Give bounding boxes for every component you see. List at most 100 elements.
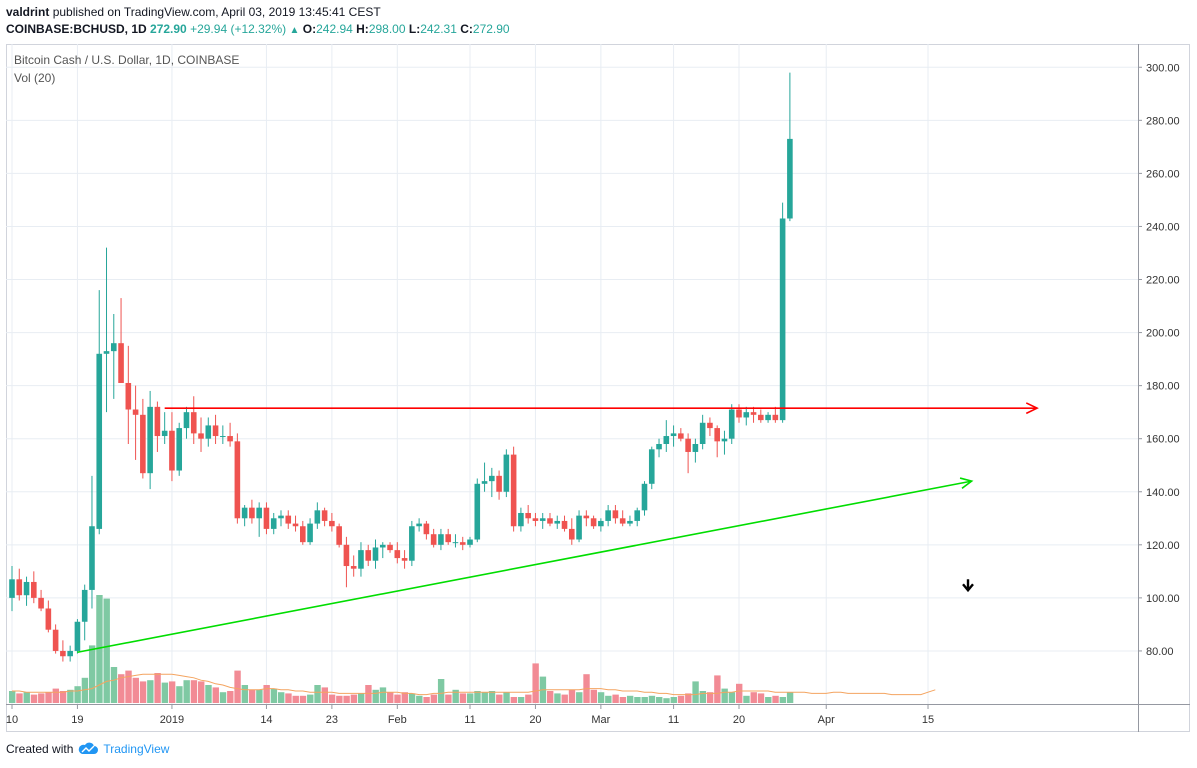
candle [103,247,110,413]
candle-body [598,520,604,527]
candle [249,499,255,524]
candle-body [728,409,735,439]
candle-body [205,425,212,439]
price-chart[interactable]: 80.00 100.00 120.00 140.00 160.00 180.00 200.0… [6,44,1190,732]
volume-bar [619,697,627,703]
candle [169,412,175,482]
candle-body [605,510,611,521]
candle [605,505,611,527]
candle [779,202,786,423]
volume-bar [626,695,634,703]
candlesticks[interactable] [9,72,793,662]
volume-bar [219,692,227,703]
time-tick-label: 19 [71,714,83,726]
candle [670,425,677,447]
publisher-name[interactable]: valdrint [6,5,50,19]
last-price: 272.90 [150,22,187,36]
volume-bar [750,692,757,703]
candle [459,536,466,551]
volume-bar [52,688,60,703]
candle-body [627,520,633,524]
candle-body [343,544,350,567]
trendline-annotations[interactable] [77,402,1039,654]
volume-bar [692,681,699,703]
volume-bar [663,698,670,703]
candle [750,406,757,423]
published-text: published on TradingView.com, April 03, … [52,5,381,19]
candle [379,542,386,559]
candle [583,510,590,527]
candle-body [140,414,146,474]
time-axis[interactable]: 10 19 2019 14 23 Feb 11 20 Mar 11 20 Apr 15 [6,704,934,726]
candle-body [452,542,459,544]
candle-body [292,523,299,527]
candle-body [256,507,262,519]
candle [81,584,88,641]
publish-info: valdrint published on TradingView.com, A… [6,5,381,19]
volume-bar [248,689,256,703]
volume-bar [110,667,118,703]
time-tick-label: 15 [922,714,934,726]
candle-body [321,510,328,521]
candle-body [634,510,641,521]
candle-body [779,218,786,421]
candle-body [692,444,699,452]
candle [401,550,408,569]
candle [416,518,422,532]
candle-body [103,351,110,354]
volume-bar [445,694,452,703]
candle [234,433,241,524]
candle [409,520,415,567]
volume-bar [452,689,459,703]
candle [89,475,95,609]
volume-bar [736,683,743,703]
high-label: H: [356,22,369,36]
time-tick-label: 20 [733,714,745,726]
arrow-head [1025,402,1039,415]
candle [154,401,161,452]
candle [9,566,15,612]
price-axis[interactable]: 80.00 100.00 120.00 140.00 160.00 180.00 200.0… [1138,62,1180,658]
candle-body [656,444,662,450]
volume-bar [321,687,329,703]
volume-bar [125,670,132,703]
candle-body [285,515,292,524]
volume-bar [772,695,779,703]
chart-area[interactable]: 80.00 100.00 120.00 140.00 160.00 180.00 200.0… [6,44,1190,732]
candle-body [118,343,124,383]
volume-bar [241,685,249,703]
ohlc-line: COINBASE:BCHUSD, 1D 272.90 +29.94 (+12.3… [6,22,510,36]
candle [503,449,510,498]
volume-bar [59,691,67,703]
volume-bar [743,695,750,703]
candle [489,467,495,498]
candle [554,515,561,529]
candle-body [38,597,44,609]
time-tick-label: 11 [668,714,679,726]
candle-body [263,507,270,529]
time-tick-label: Mar [591,714,610,726]
candle-body [576,515,582,540]
volume-bar [605,695,612,703]
low-value: 242.31 [420,22,457,36]
volume-bar [183,680,190,703]
candle-body [387,544,393,551]
volume-bar [38,693,45,703]
candle-body [670,433,677,437]
candle-body [278,515,284,519]
volume-bar [503,692,510,703]
candle-body [176,428,183,471]
candle [118,298,124,383]
volume-bar [387,692,394,703]
volume-bar [474,691,481,703]
candle-body [81,589,88,622]
candle [300,520,306,545]
tradingview-logo-text[interactable]: TradingView [103,742,170,756]
candle-body [758,414,764,421]
volume-bar [786,692,794,703]
volume-bar [147,680,154,703]
candle-body [89,526,95,590]
volume-bar [677,695,685,703]
candle-body [510,454,517,527]
candle-body [358,550,364,569]
